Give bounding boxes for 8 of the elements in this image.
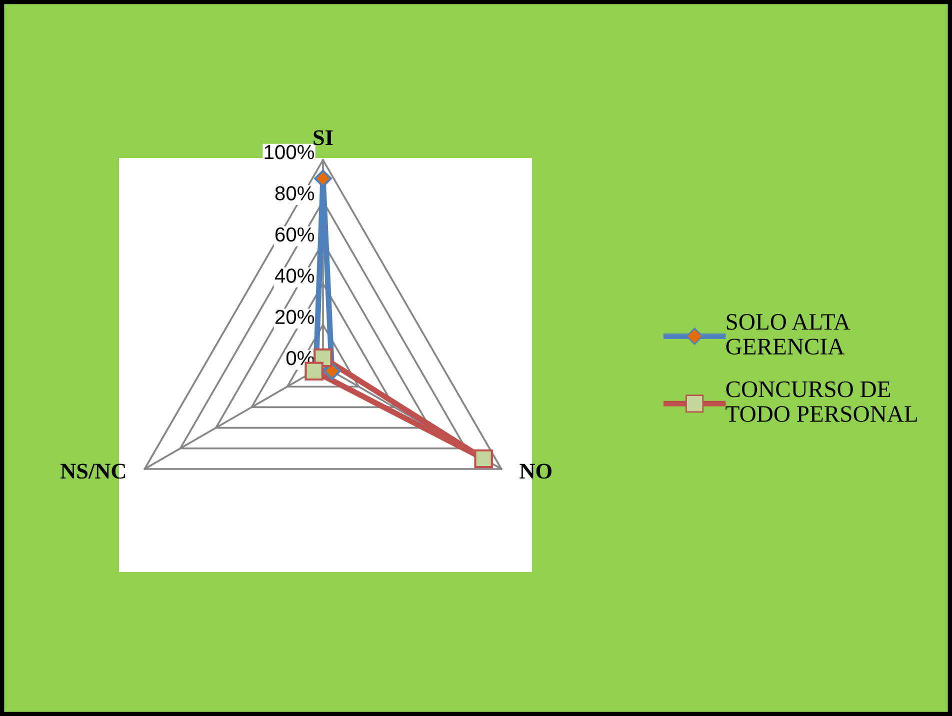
y-tick-label: 80% bbox=[275, 186, 314, 200]
y-tick-label: 60% bbox=[275, 227, 314, 242]
legend-label: SOLO ALTA GERENCIA bbox=[726, 314, 850, 355]
spoke-label: SI bbox=[314, 130, 333, 146]
y-tick-label: 40% bbox=[274, 268, 314, 283]
y-tick-label: 20% bbox=[275, 310, 314, 324]
legend-label: CONCURSO DE TODO PERSONAL bbox=[726, 381, 917, 422]
y-tick-label: 100% bbox=[264, 144, 314, 160]
